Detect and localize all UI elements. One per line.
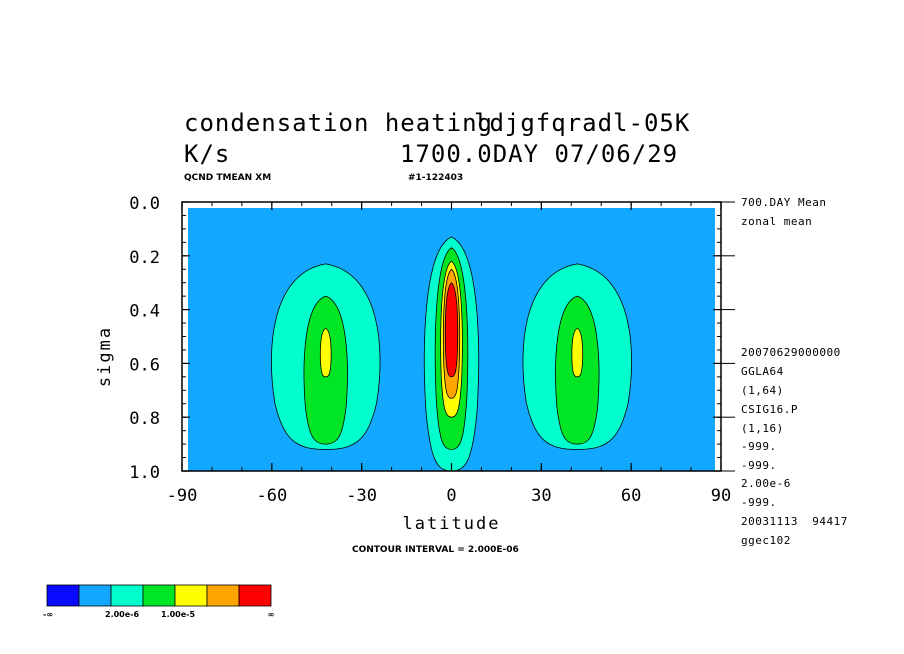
meta-line: 2.00e-6 [741,477,791,490]
contour-interval-label: CONTOUR INTERVAL = 2.000E-06 [352,545,519,555]
x-tick-label: 0 [446,486,456,506]
colorbar-label: ∞ [268,610,275,619]
y-tick-label: 0.2 [129,248,160,268]
meta-line: -999. [741,440,777,453]
y-tick-label: 0.4 [129,302,160,322]
contour-region [319,327,332,378]
y-axis-label: sigma [95,326,115,387]
y-tick-label: 1.0 [129,463,160,483]
variable-label: QCND TMEAN XM [184,173,272,183]
meta-line: CSIG16.P [741,403,798,416]
colorbar-label: 1.00e-5 [161,610,195,619]
zonal-label: zonal mean [741,215,813,228]
x-tick-label: -60 [256,486,287,506]
meta-line: GGLA64 [741,365,784,378]
colorbar-label: 2.00e-6 [105,610,139,619]
colorbar-swatch [110,584,144,607]
units-label: K/s [184,140,231,168]
run-name: ldjgfqradl-05K [474,109,691,137]
colorbar-swatch [46,584,80,607]
x-tick-label: 60 [621,486,641,506]
meta-line: ggec102 [741,534,791,547]
colorbar-swatch [78,584,112,607]
meta-line: -999. [741,496,777,509]
meta-line: (1,64) [741,384,784,397]
x-tick-label: 30 [531,486,551,506]
colorbar-swatch [142,584,176,607]
colorbar-swatch [174,584,208,607]
meta-line: (1,16) [741,422,784,435]
colorbar-label: -∞ [43,610,53,619]
contour-region [571,327,584,378]
colorbar-swatch [238,584,272,607]
y-tick-label: 0.8 [129,409,160,429]
x-tick-label: -90 [167,486,198,506]
x-tick-label: 90 [711,486,731,506]
colorbar-swatch [206,584,240,607]
meta-line: -999. [741,459,777,472]
meta-line: 20070629000000 [741,346,841,359]
date-label: 1700.0DAY 07/06/29 [400,140,679,168]
meta-line: 20031113 94417 [741,515,848,528]
mean-label: 700.DAY Mean [741,196,827,209]
run-id-label: #1-122403 [408,173,464,183]
chart-title: condensation heating [184,109,493,137]
y-tick-label: 0.6 [129,355,160,375]
x-axis-label: latitude [403,514,501,534]
contour-region [444,282,459,378]
x-tick-label: -30 [346,486,377,506]
y-tick-label: 0.0 [129,194,160,214]
